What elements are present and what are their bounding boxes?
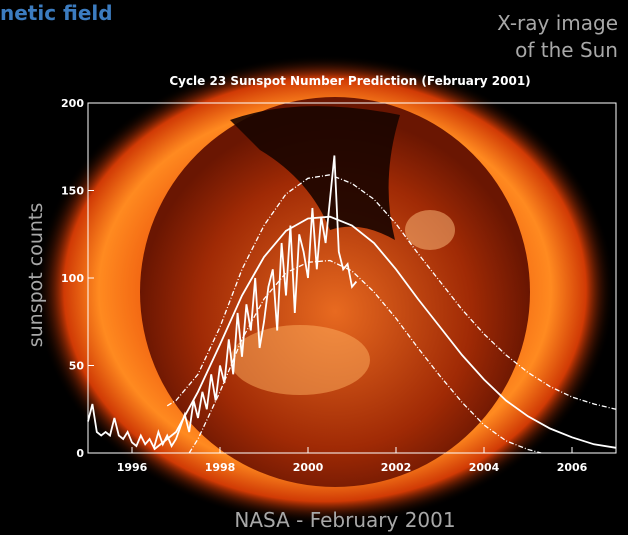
- active-region: [230, 325, 370, 395]
- sun-disk: [140, 97, 530, 487]
- x-tick-label: 2006: [557, 461, 588, 474]
- series-line: [153, 215, 617, 451]
- chart-title: Cycle 23 Sunspot Number Prediction (Febr…: [169, 74, 530, 88]
- x-tick-label: 2002: [381, 461, 412, 474]
- image-label: X-ray image: [497, 11, 618, 35]
- plot: 0 50 100 150 200 1996 1998 2000 2002 2004 2006: [61, 97, 617, 474]
- y-tick-label: 0: [76, 447, 84, 460]
- y-tick-label: 200: [61, 97, 84, 110]
- coronal-hole: [230, 106, 400, 240]
- caption: NASA - February 2001: [234, 508, 455, 532]
- x-tick-label: 1998: [205, 461, 236, 474]
- active-region: [405, 210, 455, 250]
- image-label: of the Sun: [515, 38, 618, 62]
- series-line: [166, 174, 617, 410]
- y-tick-label: 100: [61, 272, 84, 285]
- x-tick-label: 1996: [117, 461, 148, 474]
- y-tick-label: 50: [69, 360, 85, 373]
- x-tick-label: 2000: [293, 461, 324, 474]
- cropped-title: netic field: [0, 1, 113, 25]
- series-line: [87, 155, 358, 451]
- y-axis-label: sunspot counts: [25, 203, 47, 348]
- series-line: [188, 259, 542, 454]
- x-tick-label: 2004: [469, 461, 500, 474]
- y-tick-label: 150: [61, 185, 84, 198]
